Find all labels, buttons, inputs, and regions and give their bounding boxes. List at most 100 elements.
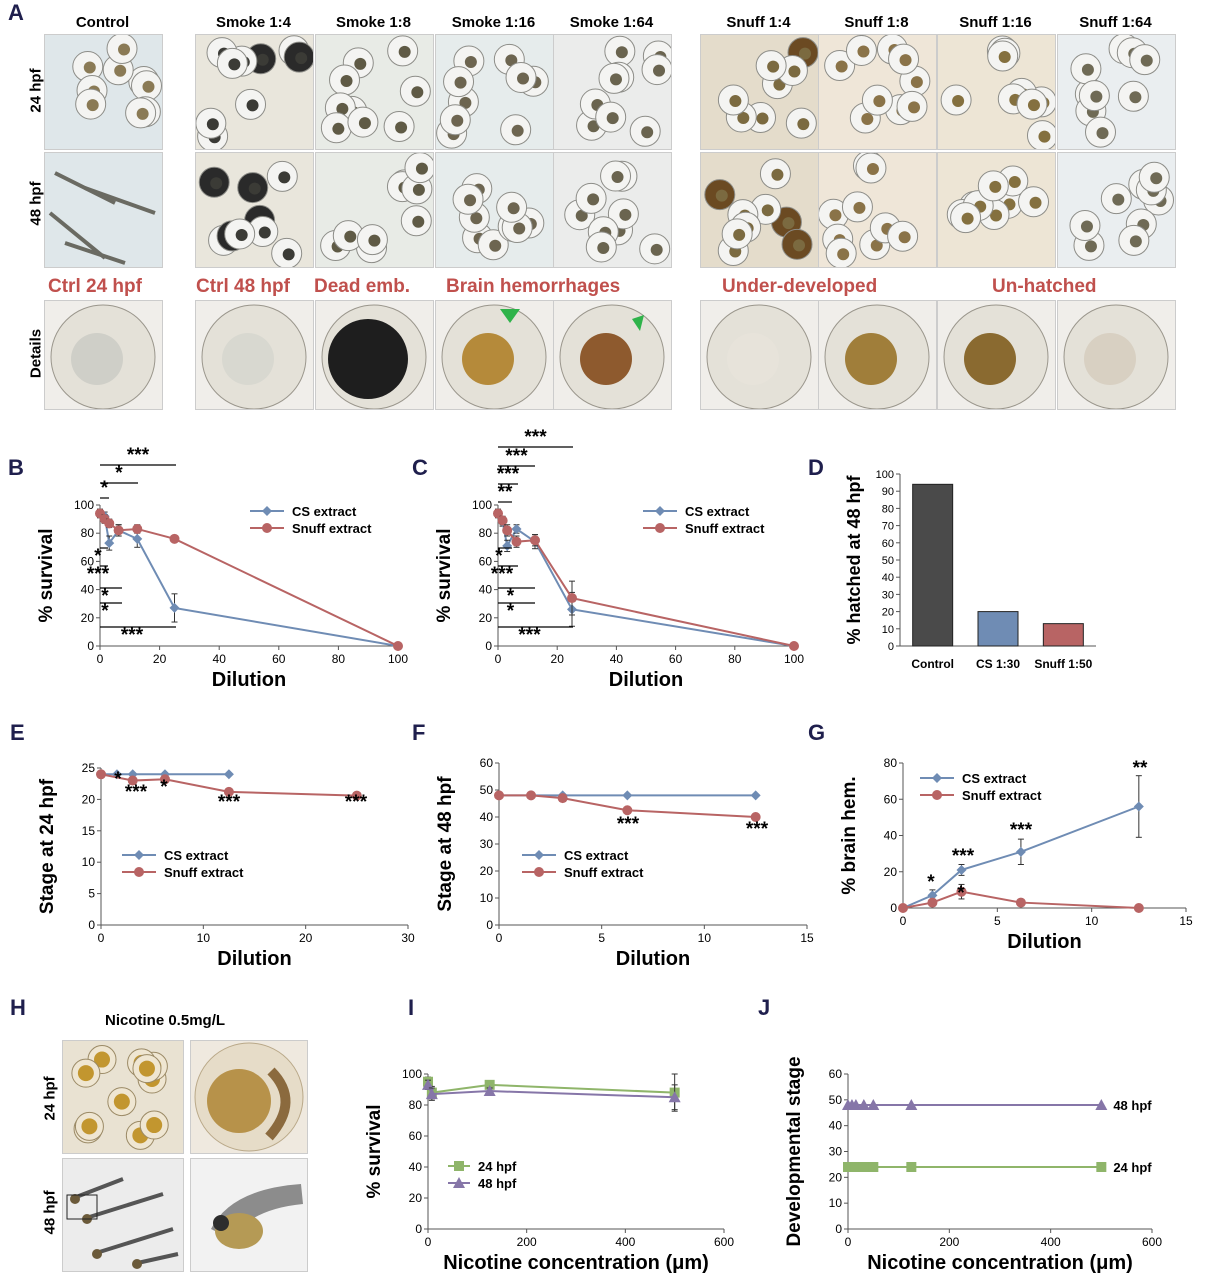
category-label-1: CS 1:30: [976, 657, 1020, 671]
detail-photo-1: [195, 300, 314, 410]
significance-C: *: [495, 546, 503, 567]
data-point-C-1: [567, 593, 577, 604]
x-axis-label-I: Nicotine concentration (μm): [443, 1252, 709, 1274]
legend-label-G: CS extract: [962, 771, 1027, 786]
series-line-G-1: [902, 890, 1139, 909]
panel-h-title: Nicotine 0.5mg/L: [105, 1012, 226, 1029]
series-end-label-J: 48 hpf: [1113, 1098, 1152, 1113]
y-tick-label-I: 80: [409, 1098, 423, 1112]
panel-letter-d: D: [808, 455, 824, 480]
y-tick-label-B: 60: [81, 554, 95, 568]
panel-letter-g: G: [808, 720, 826, 745]
y-tick-label-G: 80: [884, 756, 898, 770]
y-tick-label-I: 0: [415, 1222, 422, 1236]
y-axis-label-F: Stage at 48 hpf: [435, 776, 456, 912]
legend-label-G: Snuff extract: [962, 788, 1042, 803]
embryo-photo-r1-c5: [700, 152, 819, 268]
data-point-B-0: [132, 533, 143, 544]
data-point-I-0: [423, 1076, 433, 1087]
significance-G: *: [957, 883, 965, 904]
y-tick-label-J: 20: [829, 1170, 843, 1184]
y-tick-label-C: 40: [479, 583, 493, 597]
x-axis-label-C: Dilution: [609, 669, 683, 691]
x-tick-label-F: 10: [698, 931, 712, 945]
significance-G: **: [1133, 758, 1148, 779]
y-tick-label-D: 80: [882, 503, 894, 515]
data-point-I-1: [422, 1078, 434, 1090]
y-tick-label-F: 20: [480, 864, 494, 878]
embryo-photo-r0-c4: [553, 34, 672, 150]
embryo-photo-r1-c8: [1057, 152, 1176, 268]
detail-photo-8: [1057, 300, 1176, 410]
legend-label-B: CS extract: [292, 504, 357, 519]
data-point-C-0: [530, 536, 540, 547]
significance-E: ***: [345, 792, 368, 813]
data-point-J-1: [858, 1162, 869, 1172]
x-axis-label-E: Dilution: [217, 948, 291, 970]
y-tick-label-C: 60: [479, 554, 493, 568]
significance-F: ***: [617, 814, 640, 835]
embryo-photo-r0-c8: [1057, 34, 1176, 150]
detail-label-1: Ctrl 48 hpf: [196, 276, 290, 297]
data-point-J-0: [842, 1099, 854, 1110]
x-tick-label-E: 30: [401, 931, 415, 945]
y-tick-label-E: 0: [88, 918, 95, 932]
y-tick-label-E: 25: [82, 761, 96, 775]
data-point-C-0: [497, 516, 508, 527]
embryo-photo-r0-c5: [700, 34, 819, 150]
legend-marker-I: [454, 1161, 464, 1171]
data-point-C-1: [789, 641, 799, 651]
data-point-F-1: [526, 790, 537, 801]
data-point-B-1: [95, 508, 105, 519]
data-point-C-1: [530, 535, 540, 546]
yolk: [94, 1051, 111, 1068]
y-tick-label-D: 0: [888, 641, 894, 653]
data-point-G-1: [898, 903, 908, 913]
data-point-G-1: [927, 897, 938, 908]
data-point-F-1: [622, 805, 633, 816]
column-label-5: Snuff 1:4: [726, 14, 791, 31]
legend-label-F: Snuff extract: [564, 865, 644, 880]
legend-label-I: 24 hpf: [478, 1159, 517, 1174]
detail-photo-0: [44, 300, 163, 410]
series-end-label-J: 24 hpf: [1113, 1160, 1152, 1175]
data-point-E-1: [159, 774, 170, 785]
data-point-C-0: [789, 641, 799, 651]
data-point-E-0: [127, 769, 138, 780]
significance-E: ***: [218, 792, 241, 813]
x-tick-label-B: 20: [153, 652, 167, 666]
series-line-G-0: [902, 805, 1140, 909]
series-line-C-1: [497, 512, 795, 647]
data-point-G-1: [1015, 897, 1026, 908]
data-point-I-0: [426, 1087, 437, 1098]
x-tick-label-G: 5: [994, 914, 1001, 928]
y-tick-label-F: 0: [486, 918, 493, 932]
significance-B: *: [101, 478, 109, 499]
legend-marker-F: [534, 850, 544, 860]
data-point-G-0: [898, 903, 908, 913]
data-point-B-1: [169, 533, 180, 544]
data-point-I-1: [483, 1085, 496, 1097]
data-point-J-0: [845, 1099, 858, 1110]
data-point-C-1: [493, 508, 503, 519]
panel-letter-h: H: [10, 995, 26, 1020]
detail-photo-4: [553, 300, 672, 410]
data-point-J-0: [1095, 1099, 1108, 1110]
y-tick-label-D: 60: [882, 538, 894, 550]
x-tick-label-I: 600: [714, 1235, 734, 1249]
detail-label-0: Ctrl 24 hpf: [48, 276, 142, 297]
data-point-J-1: [846, 1162, 857, 1172]
embryo-photo-r0-c7: [937, 34, 1056, 150]
data-point-C-0: [567, 604, 577, 615]
data-point-C-0: [511, 523, 522, 534]
yolk: [113, 1093, 130, 1110]
significance-E: *: [160, 777, 168, 798]
embryo-photo-r0-c2: [315, 34, 434, 150]
series-line-B-1: [99, 512, 399, 647]
y-axis-label-C: % survival: [434, 529, 455, 623]
data-point-E-1: [127, 775, 138, 786]
x-tick-label-E: 10: [197, 931, 211, 945]
embryo-photo-r0-c3: [435, 34, 554, 150]
x-tick-label-B: 40: [213, 652, 227, 666]
data-point-I-1: [425, 1088, 438, 1100]
